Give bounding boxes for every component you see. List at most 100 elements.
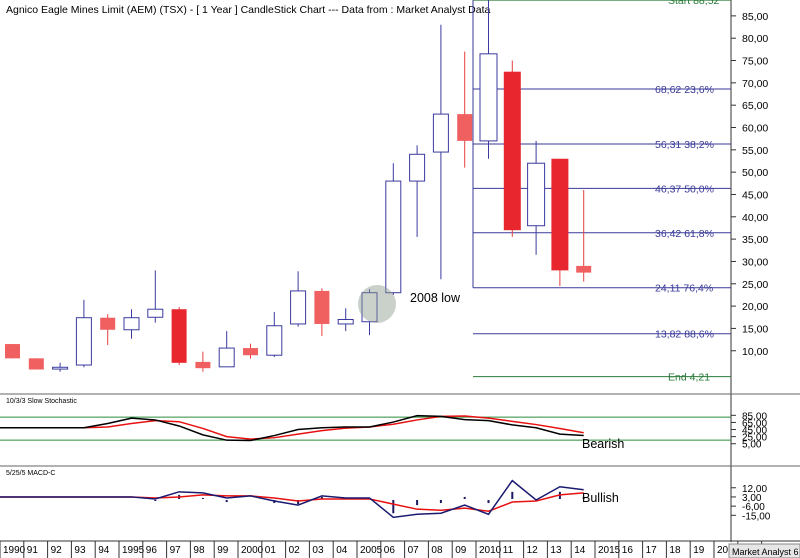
time-axis-tick-label: 14 (574, 545, 586, 556)
macd-line (0, 479, 584, 519)
candlesticks (5, 0, 592, 372)
price-axis-tick-label: 25,00 (742, 279, 768, 291)
fib-level-label: 46,37 50,0% (655, 183, 714, 195)
candle-body-bullish (52, 366, 69, 370)
stochastic-d-line (0, 415, 584, 440)
footer-label: Market Analyst 6 (732, 547, 799, 557)
time-axis-tick-label: 2000 (241, 545, 264, 556)
candle-body-bullish (527, 162, 546, 227)
candle-body-bearish (314, 290, 330, 324)
time-axis-tick-label: 91 (27, 545, 39, 556)
macd-axis-tick-label: -15,00 (742, 511, 771, 522)
price-axis-tick-label: 35,00 (742, 234, 768, 246)
stochastic-axis-tick-label: 85,00 (742, 411, 767, 422)
candle-body-bullish (361, 292, 378, 323)
annotation-2008-low: 2008 low (410, 291, 461, 305)
time-axis-tick-label: 92 (51, 545, 63, 556)
stochastic-axis-tick-label: 5,00 (742, 440, 762, 451)
candle-body-bearish (171, 309, 187, 363)
time-axis-tick-label: 11 (503, 545, 514, 556)
stochastic-axis-tick-label: 45,00 (742, 426, 767, 437)
stochastic-axis-tick-label: 65,00 (742, 418, 767, 429)
candle-body-bearish (503, 71, 521, 231)
stochastic-signal-label: Bearish (582, 437, 624, 451)
price-axis-tick-label: 10,00 (742, 346, 768, 358)
price-axis-tick-label: 50,00 (742, 167, 768, 179)
fib-level-label: 68,62 23,6% (655, 84, 714, 96)
price-axis-tick-label: 80,00 (742, 33, 768, 45)
fib-level-label: End 4,21 (668, 372, 710, 384)
candle-body-bullish (385, 180, 402, 294)
time-axis-tick-label: 08 (431, 545, 443, 556)
time-axis-tick-label: 02 (289, 545, 301, 556)
candle-body-bullish (218, 347, 235, 368)
time-axis-tick-label: 97 (170, 545, 182, 556)
macd-title: 5/25/5 MACD-C (6, 470, 55, 477)
time-axis-tick-label: 19 (693, 545, 705, 556)
time-axis-tick-label: 94 (98, 545, 110, 556)
time-axis-tick-label: 96 (146, 545, 158, 556)
time-axis-tick-label: 98 (193, 545, 205, 556)
price-axis-tick-label: 70,00 (742, 78, 768, 90)
stochastic-axis-tick-label: 25,00 (742, 433, 767, 444)
candle-body-bullish (75, 317, 92, 366)
time-axis-tick-label: 2015 (598, 545, 621, 556)
candle-body-bullish (147, 308, 164, 318)
macd-axis-tick-label: -6,00 (742, 502, 765, 513)
time-axis-tick-label: 2020 (717, 545, 740, 556)
candle-body-bullish (409, 153, 426, 182)
fib-level-label: 13,82 88,6% (655, 329, 714, 341)
time-axis-tick-label: 03 (312, 545, 324, 556)
time-axis-tick-label: 18 (669, 545, 681, 556)
candle-body-bearish (243, 348, 258, 356)
time-axis-tick-label: 1995 (122, 545, 145, 556)
candle-body-bullish (479, 53, 498, 142)
time-axis-tick-label: 12 (527, 545, 539, 556)
footer-badge (728, 543, 800, 558)
candle-body-bullish (337, 318, 354, 325)
price-axis: 85,00 80,00 75,00 70,00 65,00 60,00 55,00 50,00… (731, 11, 768, 358)
macd-axis-tick-label: 3,00 (742, 493, 762, 504)
candle-body-bearish (195, 361, 211, 369)
time-axis-tick-label: 2010 (479, 545, 502, 556)
price-axis-tick-label: 85,00 (742, 11, 768, 23)
time-axis-tick-label: 13 (550, 545, 562, 556)
time-axis-tick-label: 99 (217, 545, 229, 556)
time-axis-tick-label: 93 (74, 545, 86, 556)
price-axis-tick-label: 30,00 (742, 256, 768, 268)
price-axis-tick-label: 60,00 (742, 123, 768, 135)
price-axis-tick-label: 75,00 (742, 56, 768, 68)
candle-body-bearish (28, 358, 44, 370)
time-axis-tick-label: 06 (384, 545, 396, 556)
time-axis-tick-label: 17 (646, 545, 658, 556)
stochastic-k-line (0, 414, 584, 442)
fib-level-label: 56,31 38,2% (655, 139, 714, 151)
time-axis-tick-label: 1990 (3, 545, 26, 556)
fib-level-label: Start 88,52 (668, 0, 720, 7)
chart-title: Agnico Eagle Mines Limit (AEM) (TSX) - [… (6, 4, 490, 16)
candle-body-bearish (457, 114, 473, 141)
candle-body-bearish (551, 158, 569, 271)
price-axis-tick-label: 65,00 (742, 100, 768, 112)
candle-body-bullish (432, 113, 449, 153)
macd-signal-label: Bullish (582, 491, 619, 505)
time-axis-tick-label: 01 (265, 545, 277, 556)
price-axis-tick-label: 40,00 (742, 212, 768, 224)
candle-body-bearish (5, 344, 20, 359)
price-axis-tick-label: 15,00 (742, 323, 768, 335)
candle-body-bullish (266, 325, 283, 356)
candle-body-bullish (123, 317, 140, 331)
candle-body-bullish (290, 290, 307, 325)
macd-axis-tick-label: 12,00 (742, 484, 767, 495)
fib-level-label: 24,11 76,4% (655, 283, 713, 295)
candle-body-bearish (576, 265, 592, 273)
fib-level-label: 36,42 61,8% (655, 228, 714, 240)
macd-panel: 12,003,00-6,00-15,00 (0, 479, 771, 522)
price-axis-tick-label: 55,00 (742, 145, 768, 157)
time-axis-tick-label: 09 (455, 545, 467, 556)
price-axis-tick-label: 45,00 (742, 189, 768, 201)
time-axis-tick-label: 2005 (360, 545, 383, 556)
candle-body-bearish (100, 317, 116, 330)
